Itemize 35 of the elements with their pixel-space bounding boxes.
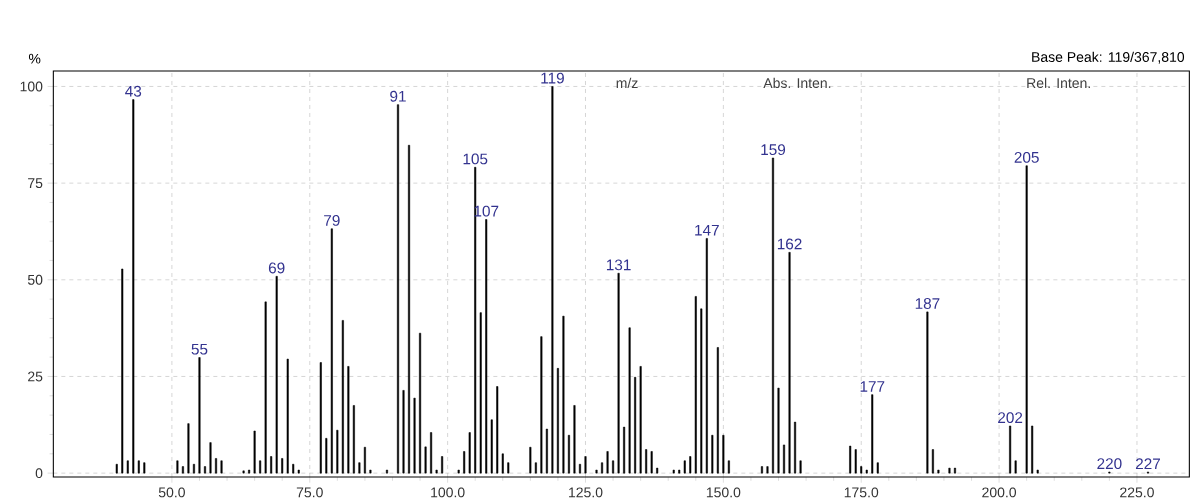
text: Base Peak: 119/367,810 xyxy=(1032,51,1185,64)
annotation: 205 xyxy=(1014,151,1039,163)
x-tick-label: 175.0 xyxy=(844,487,879,498)
annotation: 220 xyxy=(1097,458,1122,470)
y-tick-label: 100 xyxy=(20,81,43,92)
annotation: 177 xyxy=(860,381,885,392)
y-tick-label: 50 xyxy=(27,274,43,285)
annotation: 119 xyxy=(541,72,564,84)
x-tick-label: 75.0 xyxy=(296,487,323,498)
annotation: 202 xyxy=(998,412,1023,424)
annotation: Abs. Inten. xyxy=(763,77,831,89)
annotation: 131 xyxy=(606,259,631,271)
annotation: 227 xyxy=(1135,458,1160,470)
annotation: 79 xyxy=(324,214,340,226)
annotation: m/z xyxy=(616,77,638,89)
annotation: 91 xyxy=(390,90,406,102)
x-tick-label: 200.0 xyxy=(982,487,1017,498)
y-tick-label: 75 xyxy=(28,178,43,189)
annotation: 69 xyxy=(268,262,285,274)
x-tick-label: 225.0 xyxy=(1120,487,1154,498)
x-tick-label: 50.0 xyxy=(158,487,185,498)
y-tick-label: 25 xyxy=(28,371,43,382)
annotation: 105 xyxy=(463,153,488,165)
annotation: 55 xyxy=(191,343,208,355)
y-axis-title: % xyxy=(28,53,41,64)
y-tick-label: 0 xyxy=(35,468,43,479)
annotation: 162 xyxy=(777,238,802,250)
x-tick-label: 150.0 xyxy=(706,487,741,498)
annotation: Rel. Inten. xyxy=(1027,77,1090,89)
annotation: 43 xyxy=(125,85,142,97)
annotation: 147 xyxy=(695,224,719,236)
annotation: 159 xyxy=(761,144,786,156)
annotation: 187 xyxy=(915,298,940,309)
x-tick-label: 100.0 xyxy=(431,487,465,498)
x-tick-label: 125.0 xyxy=(569,487,603,498)
